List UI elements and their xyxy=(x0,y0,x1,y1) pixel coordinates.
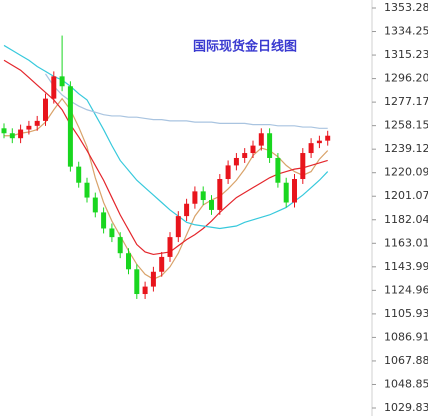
moving-average xyxy=(3,44,329,230)
y-tick-label: 1163.01 xyxy=(384,236,428,249)
y-tick-label: 1182.04 xyxy=(384,213,428,226)
candle-body xyxy=(225,165,231,180)
moving-average xyxy=(3,59,328,256)
y-tick-label: 1067.88 xyxy=(384,354,428,367)
candle-body xyxy=(109,228,115,238)
candle-body xyxy=(209,200,214,210)
chart-title: 国际现货金日线图 xyxy=(193,39,297,55)
candle-body xyxy=(134,269,140,295)
candle-body xyxy=(117,237,123,254)
candle-body xyxy=(18,129,24,139)
candle-body xyxy=(84,182,90,198)
y-tick-label: 1048.85 xyxy=(384,377,428,390)
candle-body xyxy=(26,125,32,130)
candle-body xyxy=(159,256,165,272)
candle-body xyxy=(92,197,98,213)
y-tick-label: 1353.28 xyxy=(384,1,428,14)
candle-body xyxy=(217,179,223,210)
y-tick-label: 1220.09 xyxy=(384,166,428,179)
candle-body xyxy=(9,133,15,139)
y-tick-label: 1086.91 xyxy=(384,330,428,343)
candle-body xyxy=(126,253,131,270)
candle-body xyxy=(200,191,206,201)
candle-body xyxy=(308,143,314,154)
candle-body xyxy=(76,166,82,183)
y-tick-label: 1143.99 xyxy=(384,260,428,273)
candle-body xyxy=(292,179,297,203)
candle-body xyxy=(175,216,181,238)
candle-body xyxy=(233,157,239,166)
candle-body xyxy=(275,157,281,183)
candle-body xyxy=(250,145,256,154)
y-tick-label: 1239.12 xyxy=(384,142,428,155)
y-tick-label: 1201.07 xyxy=(384,189,428,202)
candle-body xyxy=(51,76,57,99)
candle-body xyxy=(34,120,40,126)
candle-body xyxy=(43,98,48,121)
y-tick-label: 1029.83 xyxy=(384,401,428,414)
candle-body xyxy=(150,271,156,287)
candle-body xyxy=(167,237,173,257)
candle-body xyxy=(184,203,190,217)
candle-body xyxy=(316,140,322,144)
candle-body xyxy=(258,133,264,146)
candle-body xyxy=(67,86,73,167)
candle-body xyxy=(142,286,148,295)
candle-body xyxy=(267,133,273,158)
y-tick-label: 1105.93 xyxy=(384,307,428,320)
candle-body xyxy=(242,153,248,158)
y-tick-label: 1315.23 xyxy=(384,48,428,61)
candle-body xyxy=(59,76,65,87)
moving-average xyxy=(45,73,328,129)
candle-body xyxy=(1,128,7,134)
candle-body xyxy=(283,182,289,203)
y-tick-label: 1334.25 xyxy=(384,25,428,38)
y-tick-label: 1124.96 xyxy=(384,283,428,296)
y-tick-label: 1258.15 xyxy=(384,119,428,132)
candle-body xyxy=(300,153,306,180)
y-tick-label: 1296.20 xyxy=(384,72,428,85)
candle-body xyxy=(192,191,198,204)
candle-body xyxy=(101,212,107,229)
y-tick-label: 1277.17 xyxy=(384,95,428,108)
candle-body xyxy=(325,135,331,141)
